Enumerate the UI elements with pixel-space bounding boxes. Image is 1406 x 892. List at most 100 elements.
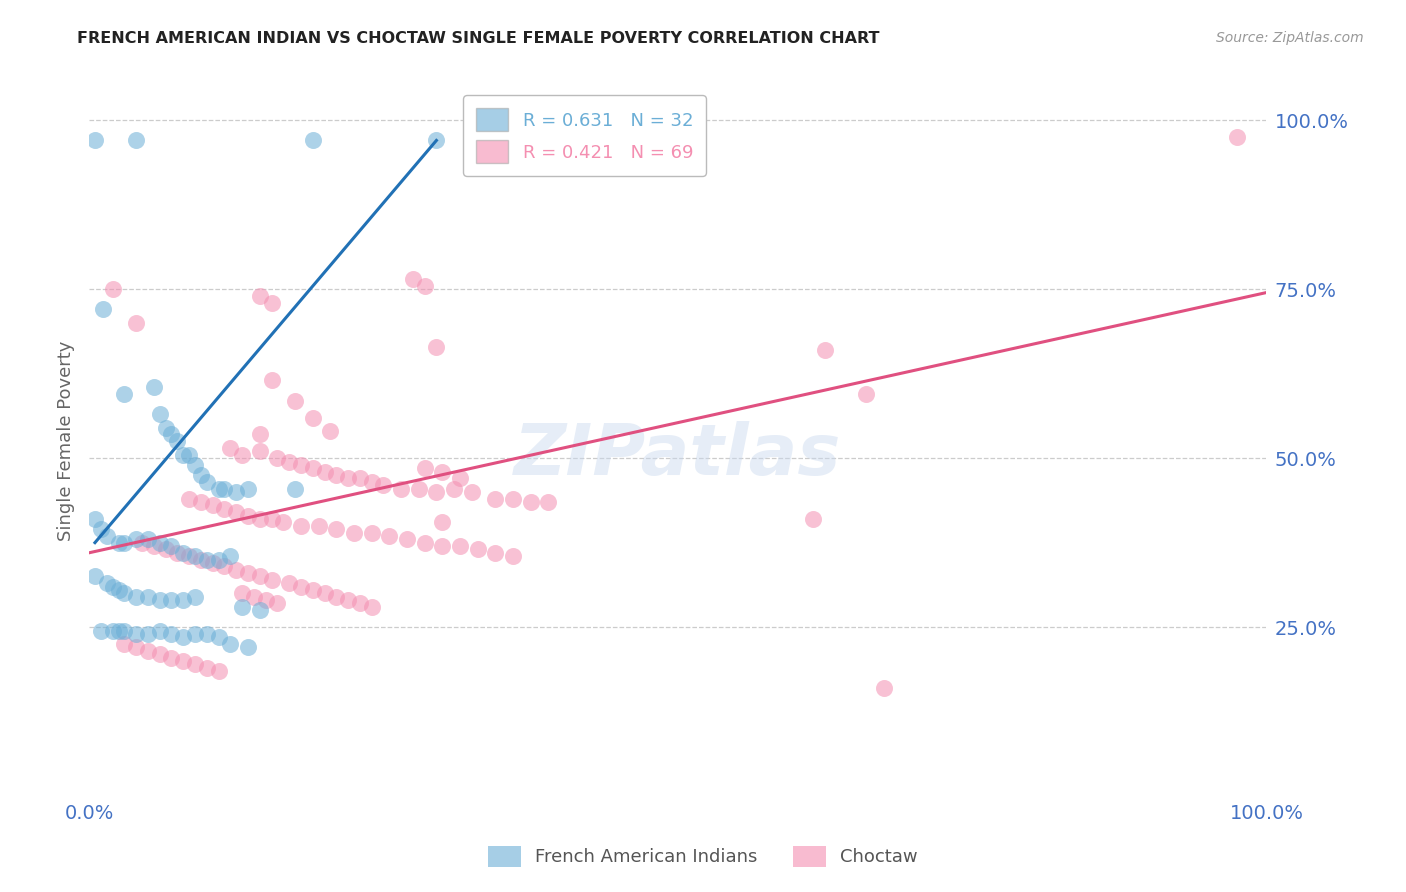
Point xyxy=(149,647,172,661)
Point xyxy=(207,482,229,496)
Point xyxy=(254,593,277,607)
Point xyxy=(125,627,148,641)
Point xyxy=(467,542,489,557)
Point xyxy=(461,485,484,500)
Point xyxy=(360,525,382,540)
Point xyxy=(166,546,188,560)
Point xyxy=(443,482,465,496)
Point xyxy=(195,627,218,641)
Point xyxy=(125,590,148,604)
Point xyxy=(249,569,271,583)
Point xyxy=(101,282,124,296)
Point xyxy=(378,529,401,543)
Point xyxy=(290,518,312,533)
Point xyxy=(195,552,218,566)
Point xyxy=(432,539,454,553)
Point xyxy=(112,387,135,401)
Text: ZIPatlas: ZIPatlas xyxy=(515,421,841,490)
Point xyxy=(195,475,218,489)
Point xyxy=(112,586,135,600)
Point xyxy=(207,664,229,678)
Point xyxy=(425,133,447,147)
Point xyxy=(101,624,124,638)
Point xyxy=(125,316,148,330)
Point xyxy=(1226,130,1249,145)
Point xyxy=(219,637,242,651)
Point xyxy=(231,586,253,600)
Point xyxy=(278,454,301,468)
Point xyxy=(90,522,112,536)
Point xyxy=(155,542,177,557)
Point xyxy=(855,387,877,401)
Point xyxy=(537,495,560,509)
Point xyxy=(179,491,201,506)
Point xyxy=(449,539,471,553)
Point xyxy=(278,576,301,591)
Point xyxy=(90,624,112,638)
Point xyxy=(107,582,129,597)
Point xyxy=(502,549,524,564)
Point xyxy=(236,640,259,655)
Point xyxy=(243,590,266,604)
Point xyxy=(389,482,412,496)
Point xyxy=(136,533,159,547)
Point xyxy=(112,535,135,549)
Point xyxy=(201,556,224,570)
Point xyxy=(249,512,271,526)
Point xyxy=(314,465,336,479)
Y-axis label: Single Female Poverty: Single Female Poverty xyxy=(58,341,75,541)
Point xyxy=(360,475,382,489)
Point xyxy=(519,495,541,509)
Point xyxy=(149,407,172,421)
Point xyxy=(249,289,271,303)
Point xyxy=(160,627,183,641)
Point xyxy=(395,533,418,547)
Point xyxy=(273,516,295,530)
Point xyxy=(166,434,188,449)
Point xyxy=(84,133,107,147)
Point xyxy=(319,424,342,438)
Point xyxy=(131,535,153,549)
Point xyxy=(236,482,259,496)
Point xyxy=(207,552,229,566)
Point xyxy=(142,380,165,394)
Point xyxy=(425,485,447,500)
Point xyxy=(260,573,283,587)
Point xyxy=(337,471,360,485)
Legend: R = 0.631   N = 32, R = 0.421   N = 69: R = 0.631 N = 32, R = 0.421 N = 69 xyxy=(463,95,706,176)
Point xyxy=(184,657,207,672)
Point xyxy=(301,582,323,597)
Legend: French American Indians, Choctaw: French American Indians, Choctaw xyxy=(481,838,925,874)
Point xyxy=(172,654,194,668)
Point xyxy=(413,461,436,475)
Point xyxy=(249,603,271,617)
Point xyxy=(236,566,259,580)
Point xyxy=(190,552,212,566)
Point xyxy=(214,501,236,516)
Point xyxy=(160,539,183,553)
Point xyxy=(301,461,323,475)
Point xyxy=(172,546,194,560)
Point xyxy=(231,599,253,614)
Point xyxy=(301,410,323,425)
Point xyxy=(184,549,207,564)
Point xyxy=(236,508,259,523)
Point xyxy=(149,624,172,638)
Point xyxy=(449,471,471,485)
Point xyxy=(484,491,506,506)
Point xyxy=(325,522,347,536)
Point xyxy=(160,650,183,665)
Point xyxy=(314,586,336,600)
Point xyxy=(425,340,447,354)
Point xyxy=(502,491,524,506)
Point xyxy=(349,471,371,485)
Point xyxy=(284,393,307,408)
Point xyxy=(172,630,194,644)
Point xyxy=(184,458,207,472)
Point xyxy=(484,546,506,560)
Point xyxy=(290,580,312,594)
Point xyxy=(136,627,159,641)
Point xyxy=(801,512,824,526)
Point xyxy=(160,593,183,607)
Point xyxy=(873,681,896,695)
